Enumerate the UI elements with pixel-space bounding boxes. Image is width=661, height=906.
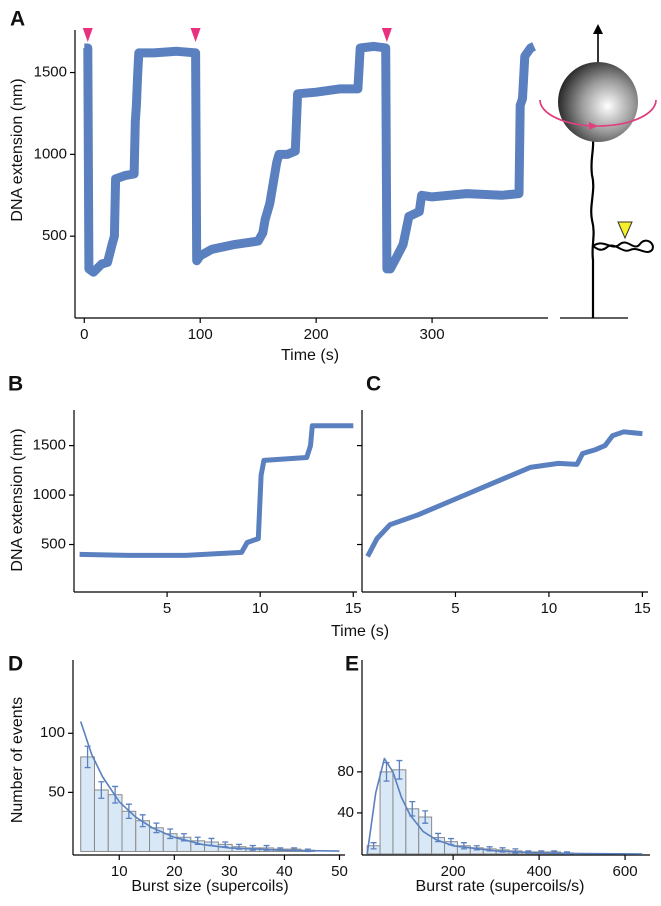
panel-label: E (345, 653, 359, 676)
x-tick-label: 600 (613, 863, 638, 880)
y-tick-label: 1500 (34, 64, 67, 81)
y-tick-label: 500 (42, 227, 67, 244)
error-bar (422, 810, 429, 824)
y-tick-label: 1000 (33, 486, 66, 503)
y-tick-label: 500 (41, 535, 66, 552)
x-tick-label: 100 (188, 326, 213, 343)
x-axis-label: Burst rate (supercoils/s) (416, 878, 585, 895)
x-tick-label: 200 (441, 863, 466, 880)
error-bar (153, 822, 160, 834)
y-axis-label: DNA extension (nm) (9, 78, 26, 221)
x-axis-label: Time (s) (331, 623, 389, 640)
trace (365, 429, 643, 558)
event-marker (381, 28, 392, 42)
y-tick-label: 40 (337, 804, 354, 821)
fit-curve (366, 757, 643, 855)
force-arrowhead (593, 24, 603, 34)
magnetic-bead (558, 62, 638, 142)
bar (93, 789, 109, 852)
x-tick-label: 0 (80, 326, 88, 343)
x-tick-label: 15 (634, 600, 651, 617)
panel-label: C (366, 373, 381, 396)
x-tick-label: 50 (331, 863, 348, 880)
y-axis-label: DNA extension (nm) (9, 428, 26, 571)
x-tick-label: 10 (111, 863, 128, 880)
x-tick-label: 5 (163, 600, 171, 617)
y-tick-label: 1000 (34, 145, 67, 162)
y-axis-label: Number of events (9, 697, 26, 823)
x-tick-label: 20 (166, 863, 183, 880)
error-bar (396, 759, 403, 780)
panel-label: B (8, 373, 23, 396)
x-tick-label: 40 (276, 863, 293, 880)
x-tick-label: 5 (451, 600, 459, 617)
error-bar (98, 781, 105, 799)
x-tick-label: 200 (304, 326, 329, 343)
x-axis-label: Time (s) (281, 347, 339, 364)
trace (83, 41, 536, 277)
error-bar (370, 842, 377, 850)
plectoneme-arrow (617, 221, 633, 240)
dna-tether (590, 139, 595, 318)
event-marker (190, 28, 201, 42)
panel-label: D (8, 653, 23, 676)
bar (80, 756, 95, 852)
x-tick-label: 15 (345, 600, 362, 617)
error-bar (167, 828, 174, 840)
schematic (539, 24, 657, 319)
event-marker (82, 28, 93, 42)
x-tick-label: 10 (541, 600, 558, 617)
y-tick-label: 100 (40, 724, 65, 741)
y-tick-label: 1500 (33, 437, 66, 454)
bar (392, 769, 407, 855)
y-tick-label: 50 (48, 783, 65, 800)
panel-label: A (10, 8, 25, 31)
bar (379, 771, 394, 855)
trace (79, 423, 354, 558)
x-tick-label: 10 (252, 600, 269, 617)
x-tick-label: 300 (420, 326, 445, 343)
y-tick-label: 80 (337, 763, 354, 780)
fit-curve (79, 721, 340, 852)
rotation-ellipse-front (539, 99, 657, 127)
rotation-arrow (589, 122, 598, 130)
x-axis-label: Burst size (supercoils) (131, 878, 288, 895)
x-tick-label: 30 (221, 863, 238, 880)
plectoneme (592, 239, 654, 253)
x-tick-label: 400 (527, 863, 552, 880)
